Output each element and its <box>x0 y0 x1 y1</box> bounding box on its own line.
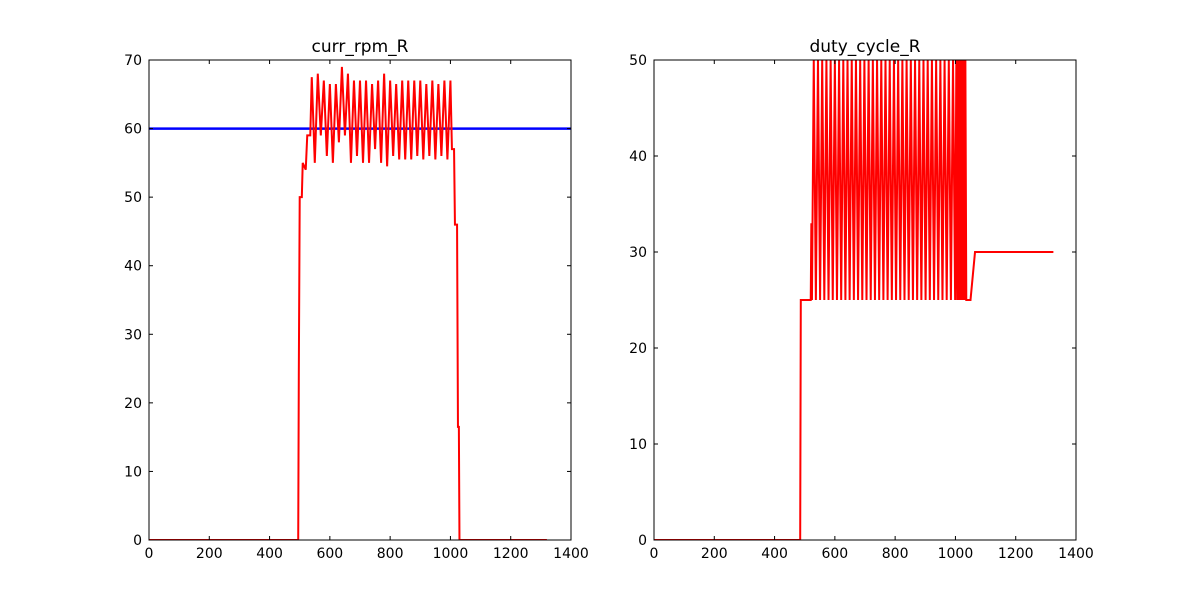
x-tick-label: 200 <box>196 546 223 562</box>
y-tick-label: 0 <box>638 533 647 549</box>
y-tick-label: 10 <box>124 464 142 480</box>
data-line <box>149 66 547 540</box>
x-tick-label: 200 <box>701 546 728 562</box>
x-tick-label: 0 <box>650 546 659 562</box>
y-tick-label: 30 <box>124 327 142 343</box>
x-tick-label: 600 <box>821 546 848 562</box>
x-tick-label: 800 <box>882 546 909 562</box>
x-tick-label: 1200 <box>998 546 1034 562</box>
subplot-title: duty_cycle_R <box>809 37 920 57</box>
x-tick-label: 1000 <box>938 546 974 562</box>
y-tick-label: 50 <box>124 190 142 206</box>
x-tick-label: 0 <box>145 546 154 562</box>
x-tick-label: 800 <box>377 546 404 562</box>
y-tick-label: 40 <box>124 259 142 275</box>
x-tick-label: 1200 <box>493 546 529 562</box>
axes-frame <box>653 59 1077 541</box>
y-tick-label: 50 <box>629 53 647 69</box>
x-tick-label: 1400 <box>553 546 589 562</box>
subplot: duty_cycle_R 0 200 400 600 800 1000 1200 1400 0 10… <box>629 37 1094 562</box>
x-tick-label: 1000 <box>433 546 469 562</box>
y-tick-label: 70 <box>124 53 142 69</box>
y-tick-label: 60 <box>124 122 142 138</box>
plot-area <box>654 60 1054 540</box>
y-tick-label: 10 <box>629 437 647 453</box>
x-tick-label: 600 <box>316 546 343 562</box>
y-tick-label: 20 <box>629 341 647 357</box>
y-tick-label: 0 <box>133 533 142 549</box>
subplot-title: curr_rpm_R <box>312 37 409 57</box>
y-tick-label: 40 <box>629 149 647 165</box>
plot-area <box>149 66 571 540</box>
x-tick-label: 1400 <box>1058 546 1094 562</box>
subplot: curr_rpm_R 0 200 400 600 800 1000 1200 1400 0 10 20… <box>124 37 589 562</box>
y-tick-label: 30 <box>629 245 647 261</box>
y-tick-label: 20 <box>124 396 142 412</box>
x-tick-label: 400 <box>256 546 283 562</box>
data-line <box>654 60 1054 540</box>
axes-frame <box>148 59 572 541</box>
x-tick-label: 400 <box>761 546 788 562</box>
